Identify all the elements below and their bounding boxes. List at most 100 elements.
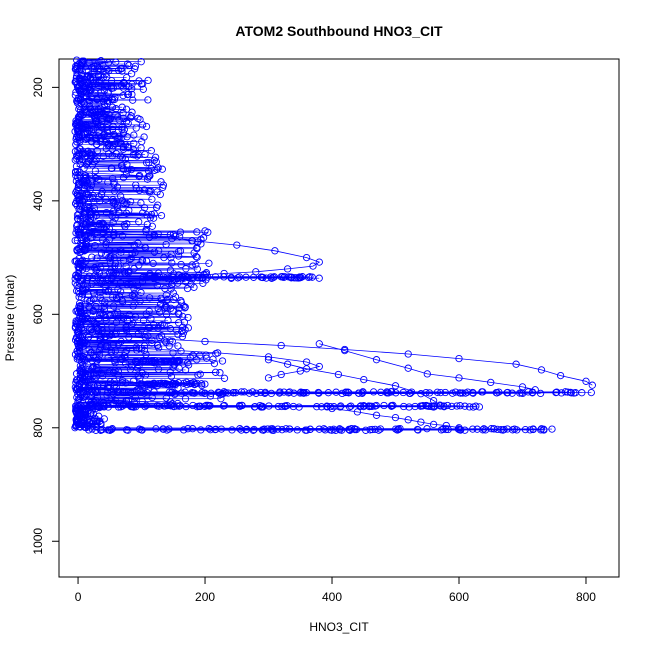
data-point xyxy=(490,425,498,433)
data-point xyxy=(109,369,118,377)
data-point xyxy=(91,319,99,327)
data-point xyxy=(257,403,265,411)
data-point xyxy=(196,402,204,411)
data-point xyxy=(150,232,158,240)
data-point xyxy=(512,360,520,368)
data-point xyxy=(155,308,164,316)
data-point xyxy=(88,274,96,282)
data-point xyxy=(206,426,215,434)
data-point xyxy=(286,388,294,396)
data-point xyxy=(429,396,438,405)
data-point xyxy=(353,408,362,416)
data-point xyxy=(97,279,106,288)
plot-frame xyxy=(58,58,620,578)
data-point xyxy=(135,186,144,195)
data-point xyxy=(124,388,132,397)
data-point xyxy=(85,82,94,91)
data-point xyxy=(165,342,173,350)
data-point xyxy=(119,84,128,92)
data-point xyxy=(500,425,508,434)
data-point xyxy=(175,247,183,256)
data-point xyxy=(211,425,219,434)
data-point xyxy=(81,357,89,365)
data-point xyxy=(74,179,83,187)
data-point xyxy=(93,254,101,262)
data-point xyxy=(133,386,141,394)
data-point xyxy=(167,285,175,293)
y-axis-label: Pressure (mbar) xyxy=(3,275,17,362)
data-point xyxy=(104,287,112,296)
data-point xyxy=(206,392,215,400)
data-point xyxy=(123,199,131,208)
data-point xyxy=(334,370,343,379)
data-point xyxy=(122,327,131,335)
data-point xyxy=(417,390,425,398)
data-point xyxy=(90,371,98,379)
data-point xyxy=(101,82,109,90)
data-point xyxy=(116,279,125,287)
data-point xyxy=(302,253,311,262)
data-point xyxy=(84,190,92,199)
data-point xyxy=(159,183,167,192)
data-point xyxy=(369,388,378,396)
data-point xyxy=(248,388,257,396)
data-point xyxy=(284,389,293,397)
data-point xyxy=(324,389,333,397)
data-point xyxy=(461,402,469,410)
data-point xyxy=(404,364,412,372)
data-point xyxy=(181,366,190,374)
data-point xyxy=(107,76,116,85)
data-point xyxy=(144,96,152,104)
data-point xyxy=(93,364,101,372)
data-point xyxy=(80,164,88,172)
data-point xyxy=(242,273,250,281)
data-point xyxy=(481,426,490,434)
data-point xyxy=(111,347,119,355)
data-point xyxy=(315,389,323,397)
data-point xyxy=(493,389,501,397)
data-point xyxy=(188,425,197,433)
data-point xyxy=(88,161,97,169)
data-point xyxy=(132,181,140,189)
data-point xyxy=(479,426,487,434)
x-axis: 0 200 400 600 800 xyxy=(75,577,596,604)
data-point xyxy=(110,187,119,195)
data-point xyxy=(529,425,537,434)
data-point xyxy=(97,426,105,434)
data-point xyxy=(188,275,196,283)
data-point xyxy=(99,97,108,106)
data-point xyxy=(290,274,298,282)
data-point xyxy=(274,425,282,433)
data-point xyxy=(83,89,91,97)
data-point xyxy=(95,269,104,277)
data-point xyxy=(513,426,521,434)
data-point xyxy=(154,304,162,313)
data-point xyxy=(455,424,463,432)
data-point xyxy=(177,347,185,355)
data-point xyxy=(193,253,201,261)
data-point xyxy=(129,319,137,327)
data-point xyxy=(146,214,154,222)
data-point xyxy=(103,275,111,283)
data-point xyxy=(118,378,126,387)
data-point xyxy=(315,362,323,371)
data-point xyxy=(292,274,300,282)
data-point xyxy=(72,422,80,430)
data-point xyxy=(175,364,183,372)
data-point xyxy=(124,144,133,152)
data-point xyxy=(150,274,158,283)
data-point xyxy=(75,279,84,288)
data-point xyxy=(131,313,140,321)
data-point xyxy=(211,273,220,281)
data-point xyxy=(150,248,159,256)
data-point xyxy=(153,382,161,390)
data-point xyxy=(456,402,464,410)
data-point xyxy=(124,166,132,174)
data-point xyxy=(71,236,79,245)
data-point xyxy=(114,371,122,379)
data-point xyxy=(182,402,190,411)
data-point xyxy=(216,369,224,377)
data-point xyxy=(140,204,149,212)
data-point xyxy=(109,293,117,301)
data-point xyxy=(269,426,278,434)
